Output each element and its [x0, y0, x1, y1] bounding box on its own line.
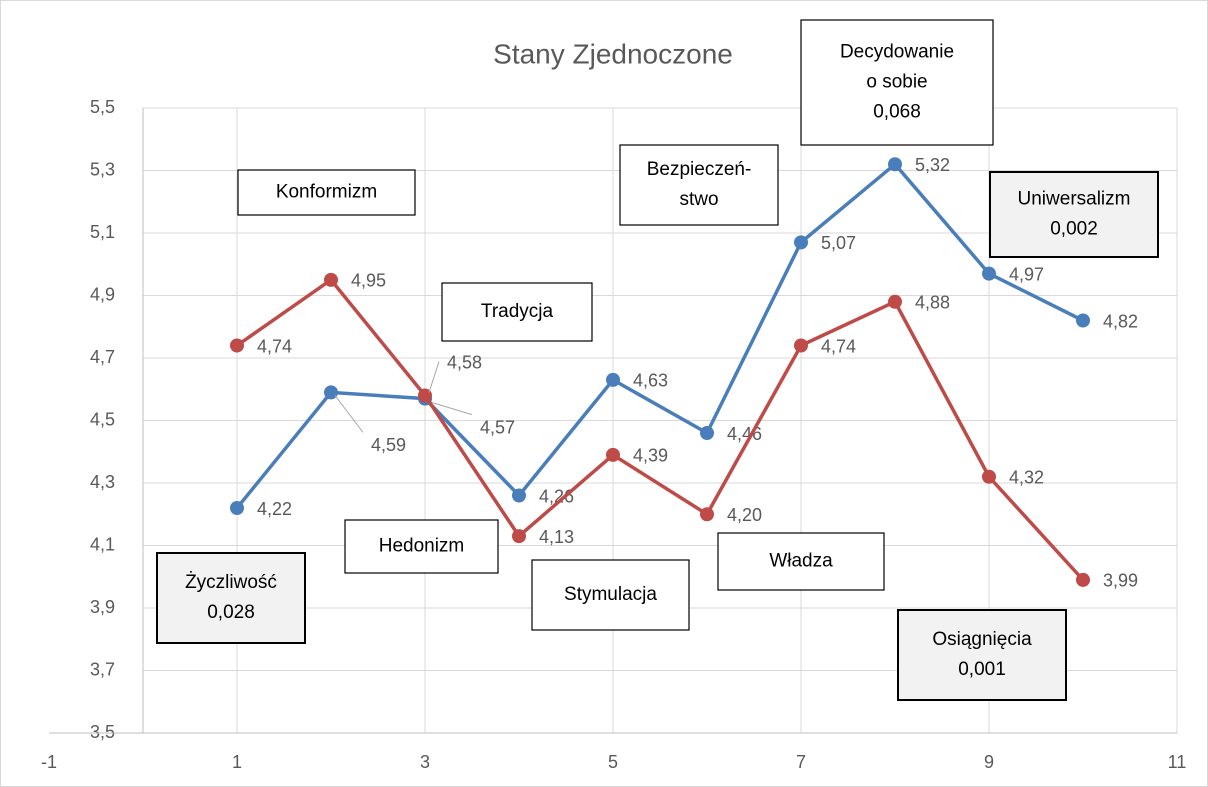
annotation-box: Decydowanie o sobie 0,068: [800, 19, 994, 146]
annotation-box: Bezpieczeń-stwo: [619, 144, 779, 226]
y-tick-label: 4,7: [90, 347, 115, 367]
y-tick-label: 4,3: [90, 472, 115, 492]
data-label: 4,22: [257, 499, 292, 519]
data-label: 4,39: [633, 446, 668, 466]
annotation-box: Tradycja: [441, 282, 593, 342]
data-point: [324, 385, 338, 400]
x-tick-label: 7: [796, 752, 806, 772]
x-tick-label: 5: [608, 752, 618, 772]
annotation-text: Bezpieczeń-: [647, 159, 752, 180]
data-label: 4,63: [633, 371, 668, 391]
data-label: 4,95: [351, 271, 386, 291]
annotation-text: 0,068: [873, 102, 921, 123]
data-point: [230, 501, 244, 515]
annotation-box: Stymulacja: [531, 559, 690, 631]
data-label: 3,99: [1103, 571, 1138, 591]
data-point: [700, 507, 714, 522]
data-label: 4,20: [727, 505, 762, 525]
annotation-text: o sobie: [866, 72, 927, 93]
annotation-frame: [531, 559, 690, 631]
y-tick-label: 5,5: [90, 97, 115, 117]
data-point: [324, 272, 338, 287]
data-point: [888, 157, 902, 172]
data-label: 4,59: [371, 435, 406, 455]
data-point: [888, 294, 902, 309]
annotation-frame: [989, 171, 1159, 258]
annotation-box: Konformizm: [237, 169, 416, 216]
series-line: [235, 161, 1084, 510]
data-label: 4,58: [447, 352, 482, 372]
annotation-text: Tradycja: [481, 301, 554, 322]
annotation-box: Hedonizm: [344, 519, 499, 574]
annotation-text: 0,002: [1050, 219, 1098, 240]
annotation-frame: [156, 552, 306, 644]
y-tick-label: 3,5: [90, 722, 115, 742]
y-tick-label: 3,9: [90, 597, 115, 617]
y-tick-label: 5,1: [90, 222, 115, 242]
x-tick-label: 11: [1168, 752, 1187, 772]
annotation-frame: [800, 19, 994, 146]
x-tick-label: 1: [232, 752, 242, 772]
annotation-text: Stymulacja: [564, 584, 657, 605]
data-point: [700, 426, 714, 440]
annotation-text: Uniwersalizm: [1018, 189, 1131, 210]
data-point: [606, 447, 620, 462]
annotation-text: stwo: [679, 189, 718, 210]
data-point: [512, 529, 526, 544]
x-tick-label: -1: [41, 752, 57, 772]
data-point: [1076, 313, 1090, 328]
leader-line: [334, 395, 364, 433]
data-label: 4,74: [821, 336, 856, 356]
data-point: [512, 488, 526, 503]
data-point: [982, 266, 996, 281]
data-label: 4,82: [1103, 311, 1138, 331]
data-point: [794, 338, 808, 353]
annotation-frame: [344, 519, 499, 574]
annotation-text: 0,028: [207, 602, 255, 623]
annotation-frame: [619, 144, 779, 226]
chart-title: Stany Zjednoczone: [493, 38, 733, 69]
annotation-frame: [237, 169, 416, 216]
data-label: 4,32: [1009, 468, 1044, 488]
data-label: 4,57: [480, 417, 515, 437]
data-point: [982, 469, 996, 484]
annotation-box: Władza: [717, 532, 885, 591]
annotation-text: Życzliwość: [185, 572, 277, 593]
y-tick-label: 4,9: [90, 284, 115, 304]
annotation-text: Decydowanie: [840, 42, 954, 63]
data-label: 4,26: [539, 486, 574, 506]
annotation-frame: [717, 532, 885, 591]
data-label: 4,74: [257, 336, 292, 356]
data-label: 4,97: [1009, 264, 1044, 284]
data-point: [606, 372, 620, 387]
annotation-frame: [897, 609, 1067, 701]
annotation-text: Konformizm: [276, 182, 377, 203]
data-point: [1076, 572, 1090, 587]
y-tick-label: 4,1: [90, 534, 115, 554]
x-tick-label: 3: [420, 752, 430, 772]
data-label: 4,88: [915, 293, 950, 313]
annotation-box: Uniwersalizm 0,002: [989, 171, 1159, 258]
y-tick-label: 4,5: [90, 409, 115, 429]
data-point: [794, 235, 808, 250]
annotation-text: Osiągnięcia: [932, 629, 1032, 650]
y-tick-label: 3,7: [90, 659, 115, 679]
data-point: [418, 388, 432, 403]
leader-line: [428, 361, 440, 393]
x-tick-label: 9: [984, 752, 994, 772]
series-line: [235, 277, 1085, 582]
annotation-box: Osiągnięcia 0,001: [897, 609, 1067, 701]
data-label: 5,32: [915, 155, 950, 175]
data-label: 4,13: [539, 527, 574, 547]
annotation-frame: [441, 282, 593, 342]
annotation-text: Władza: [769, 551, 833, 572]
data-label: 5,07: [821, 233, 856, 253]
y-tick-label: 5,3: [90, 159, 115, 179]
data-point: [230, 338, 244, 353]
leader-line: [428, 401, 473, 416]
annotation-box: Życzliwość 0,028: [156, 552, 306, 644]
annotation-text: Hedonizm: [379, 536, 465, 557]
annotation-text: 0,001: [958, 659, 1006, 680]
